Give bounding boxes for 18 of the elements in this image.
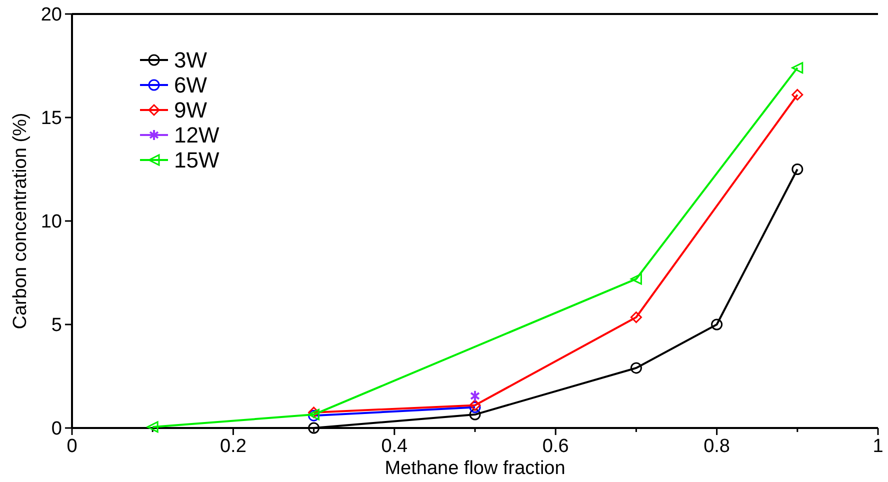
- x-tick-label: 0.4: [381, 436, 408, 457]
- y-tick-label: 5: [51, 315, 62, 336]
- x-tick-label: 0.2: [220, 436, 246, 457]
- legend-label: 6W: [174, 72, 208, 98]
- y-axis-title: Carbon concentration (%): [10, 112, 31, 330]
- legend-label: 9W: [174, 98, 208, 123]
- x-tick-label: 0.8: [704, 436, 730, 457]
- x-axis-title: Methane flow fraction: [384, 458, 566, 479]
- legend-label: 15W: [174, 148, 220, 173]
- x-tick-label: 0.6: [542, 436, 569, 457]
- x-tick-label: 1: [872, 436, 884, 457]
- y-tick-label: 20: [40, 4, 62, 26]
- y-tick-label: 0: [51, 418, 62, 440]
- legend-label: 12W: [174, 122, 220, 148]
- y-tick-label: 15: [40, 108, 62, 130]
- legend-label: 3W: [174, 48, 208, 73]
- y-tick-label: 10: [40, 212, 62, 233]
- x-tick-label: 0: [66, 436, 78, 457]
